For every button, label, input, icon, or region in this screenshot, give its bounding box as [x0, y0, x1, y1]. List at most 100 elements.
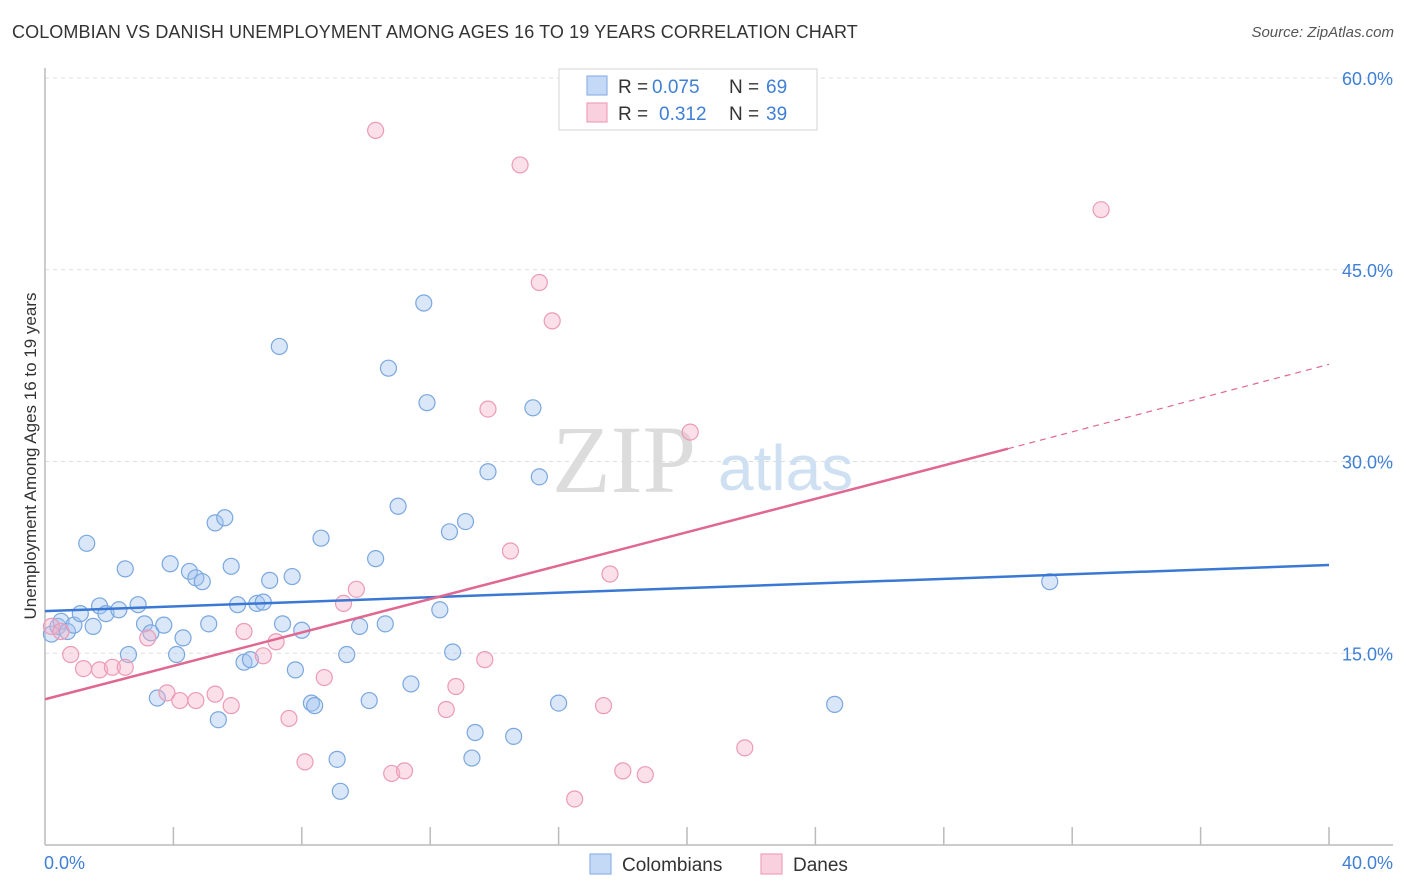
danes-point: [206, 685, 224, 703]
colombians-point: [135, 615, 154, 633]
danes-point: [139, 629, 157, 647]
colombians-point: [174, 629, 192, 647]
danes-point: [479, 400, 497, 418]
colombians-point: [1041, 573, 1059, 591]
colombians-point: [479, 463, 497, 481]
y-tick-labels: 15.0% 30.0% 45.0% 60.0%: [1342, 69, 1393, 664]
y-axis-label: Unemployment Among Ages 16 to 19 years: [21, 293, 40, 620]
gridlines: [45, 77, 1393, 654]
y-tick-label: 60.0%: [1342, 69, 1393, 89]
danes-trend-line-extension: [1007, 363, 1330, 450]
colombians-point: [331, 782, 349, 800]
danes-point: [530, 273, 548, 292]
legend-r-value-1: 0.075: [652, 77, 700, 98]
colombians-point: [200, 615, 218, 633]
danes-point: [254, 647, 272, 665]
colombians-point: [360, 691, 378, 710]
danes-point: [42, 617, 61, 636]
danes-point: [90, 661, 109, 679]
danes-point: [501, 542, 520, 560]
danes-point: [334, 594, 353, 612]
colombians-point: [463, 749, 481, 767]
colombians-point: [273, 615, 292, 633]
colombians-point: [350, 617, 369, 636]
danes-point: [367, 121, 385, 140]
danes-point: [383, 764, 401, 783]
legend-n-label-2: N =: [729, 104, 759, 125]
danes-point: [158, 684, 176, 702]
colombians-point: [161, 555, 179, 573]
colombians-point: [415, 294, 433, 312]
colombians-point: [52, 612, 70, 630]
danes-point: [594, 697, 613, 715]
x-axis-ticks: [172, 827, 1330, 845]
bottom-legend-swatch-colombians: [589, 853, 612, 875]
colombians-point: [826, 695, 844, 713]
source-label: Source: ZipAtlas.com: [1251, 24, 1394, 41]
danes-point: [315, 668, 333, 687]
colombians-point: [306, 697, 324, 715]
danes-point: [171, 691, 189, 710]
colombians-point: [206, 514, 224, 532]
colombians-point: [286, 661, 304, 679]
colombians-point: [270, 337, 288, 356]
colombians-point: [58, 622, 77, 641]
colombians-point: [389, 497, 407, 515]
colombians-point: [456, 512, 475, 531]
danes-point: [511, 156, 529, 174]
legend-r-label-1: R =: [618, 77, 648, 98]
watermark-zip: ZIP: [552, 406, 696, 513]
colombians-point: [84, 617, 102, 636]
y-tick-label: 30.0%: [1342, 453, 1393, 473]
colombians-point: [71, 605, 89, 623]
danes-point: [681, 423, 699, 441]
axes: [44, 68, 1393, 846]
colombians-point: [119, 645, 138, 664]
colombians-points: [42, 294, 1059, 800]
colombians-point: [216, 509, 234, 527]
colombians-point: [505, 727, 523, 745]
colombians-point: [142, 624, 160, 642]
top-legend: R = 0.075 N = 69 R = 0.312 N = 39: [558, 68, 818, 131]
legend-n-value-2: 39: [766, 104, 787, 125]
danes-point: [116, 658, 134, 676]
watermark-atlas: atlas: [718, 432, 853, 504]
legend-r-value-2: 0.312: [659, 104, 707, 125]
chart-title: COLOMBIAN VS DANISH UNEMPLOYMENT AMONG A…: [12, 22, 858, 42]
colombians-point: [241, 651, 260, 669]
danes-point: [280, 709, 298, 728]
colombians-point: [466, 723, 484, 742]
danes-points: [42, 121, 1110, 808]
bottom-legend-danes: Danes: [793, 855, 848, 876]
danes-point: [187, 691, 205, 710]
danes-point: [447, 677, 465, 696]
legend-n-label-1: N =: [729, 77, 759, 98]
legend-swatch-colombians: [586, 75, 608, 96]
colombians-point: [209, 711, 227, 729]
colombians-point: [148, 689, 166, 707]
x-tick-label-max: 40.0%: [1342, 853, 1393, 873]
colombians-trend-line: [44, 563, 1330, 613]
colombians-point: [116, 560, 134, 578]
trend-lines: [44, 363, 1330, 701]
bottom-legend: Colombians Danes: [589, 853, 848, 876]
danes-point: [222, 697, 240, 715]
colombians-point: [261, 571, 279, 589]
danes-trend-line: [44, 447, 1009, 701]
colombians-point: [440, 523, 459, 541]
danes-point: [74, 659, 93, 678]
colombians-point: [168, 645, 186, 664]
danes-point: [736, 739, 754, 757]
bottom-legend-swatch-danes: [760, 853, 783, 875]
bottom-legend-colombians: Colombians: [622, 855, 722, 876]
danes-point: [566, 790, 584, 808]
legend-r-label-2: R =: [618, 104, 648, 125]
danes-point: [52, 622, 70, 641]
danes-point: [347, 580, 365, 598]
colombians-point: [549, 694, 568, 712]
colombians-point: [283, 567, 301, 586]
danes-point: [395, 762, 414, 780]
colombians-point: [379, 359, 398, 377]
colombians-point: [78, 534, 96, 552]
